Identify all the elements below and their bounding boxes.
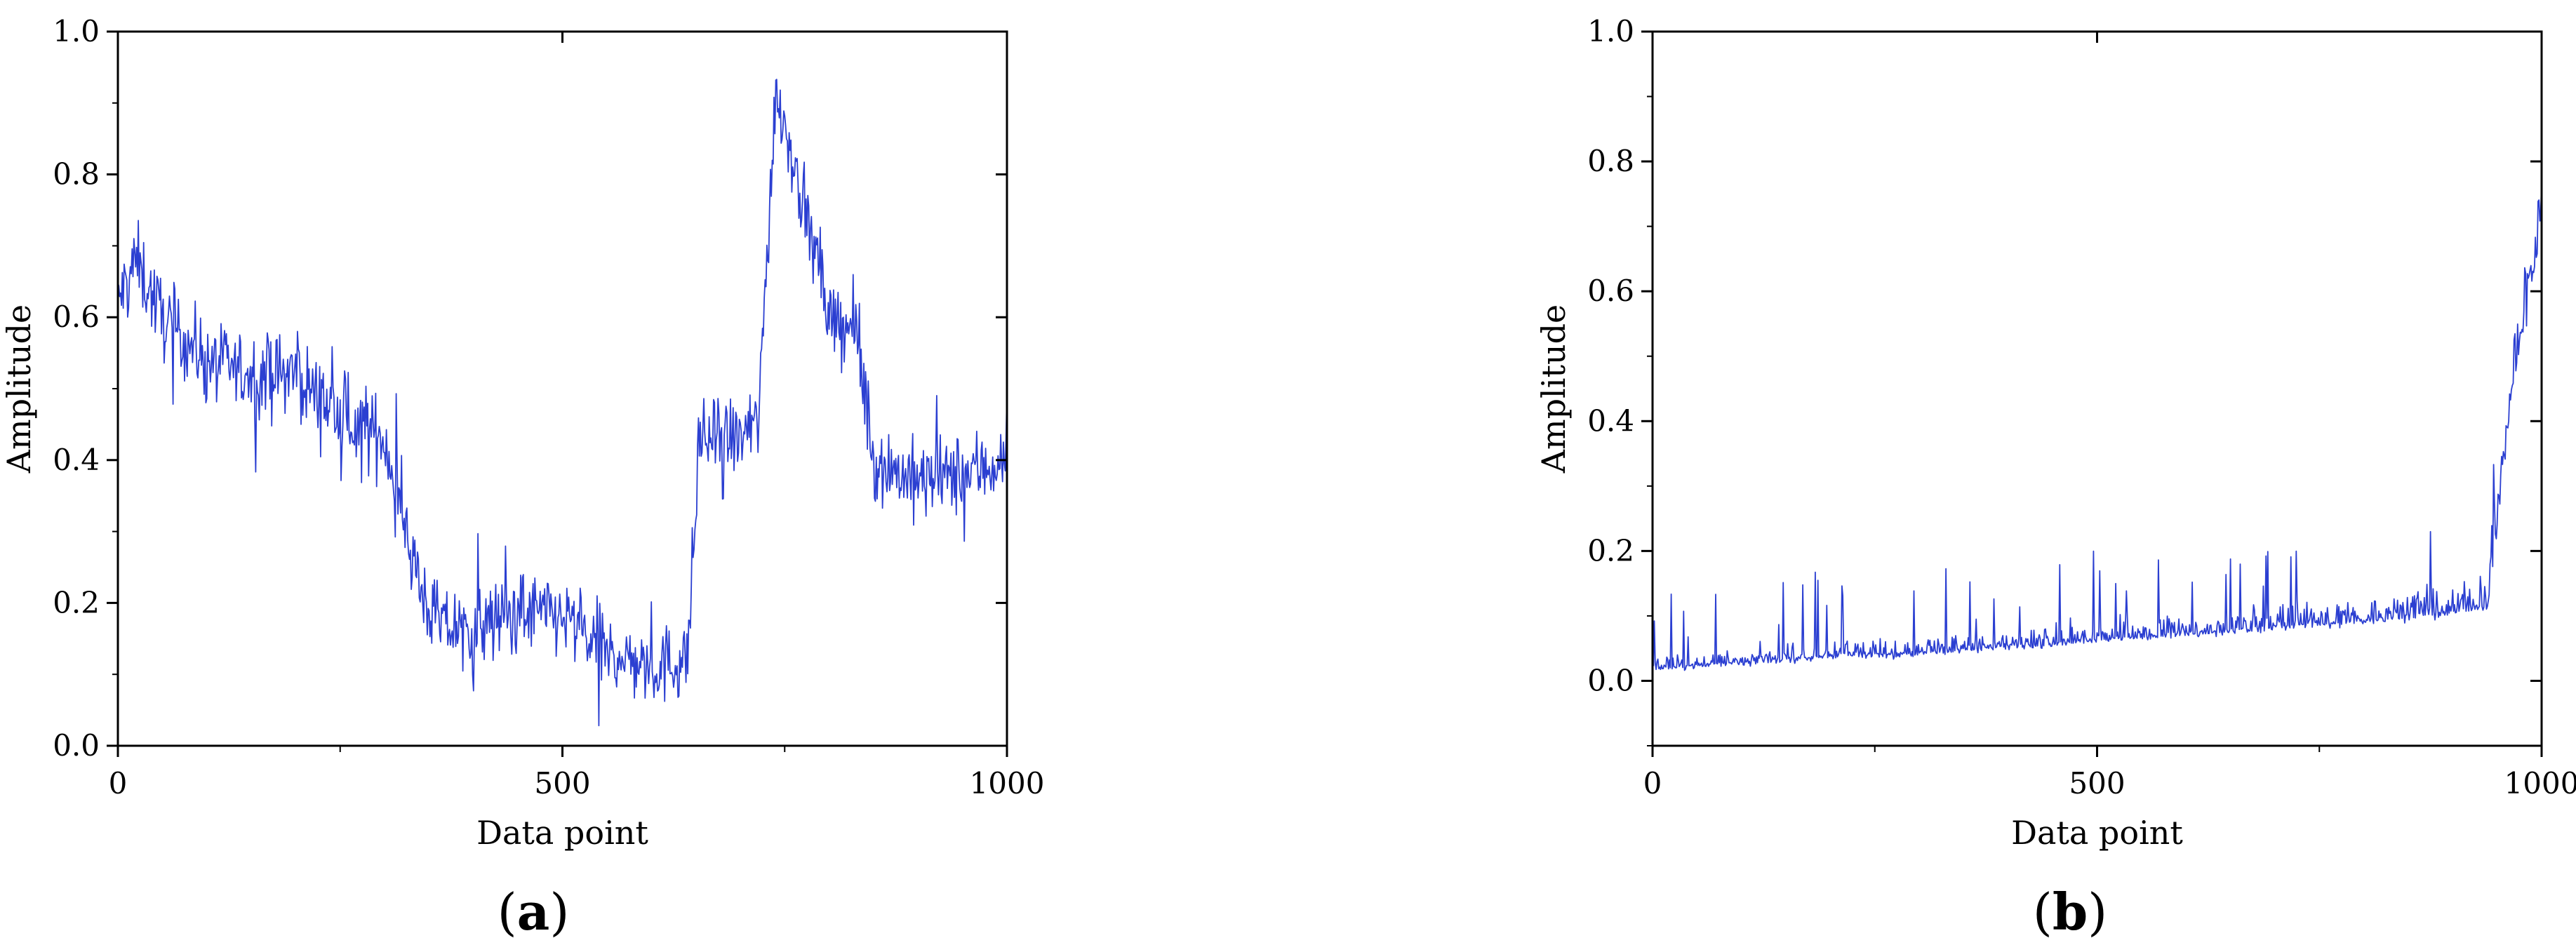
y-tick-label: 1.0 [1587, 14, 1634, 48]
y-axis-label: Amplitude [0, 304, 38, 474]
x-tick-label: 1000 [970, 766, 1045, 800]
y-tick-label: 1.0 [53, 14, 100, 48]
x-tick-label: 500 [2069, 766, 2125, 800]
y-tick-label: 0.8 [1587, 144, 1634, 178]
y-tick-label: 0.2 [1587, 533, 1634, 568]
y-axis-label: Amplitude [1535, 304, 1573, 474]
x-tick-label: 0 [109, 766, 128, 800]
y-tick-label: 0.2 [53, 585, 100, 619]
y-tick-label: 0.6 [53, 300, 100, 334]
x-axis-label: Data point [2011, 814, 2183, 852]
x-axis-label: Data point [476, 814, 648, 852]
x-tick-label: 1000 [2504, 766, 2576, 800]
y-tick-label: 0.4 [1587, 403, 1634, 438]
y-tick-label: 0.0 [1587, 663, 1634, 697]
panel-label-a: (a) [498, 882, 570, 941]
x-tick-label: 0 [1643, 766, 1662, 800]
y-tick-label: 0.0 [53, 728, 100, 763]
y-tick-label: 0.4 [53, 443, 100, 477]
signal-line-a [117, 79, 1008, 727]
y-tick-label: 0.8 [53, 157, 100, 192]
panel-label-b: (b) [2033, 882, 2108, 941]
y-tick-label: 0.6 [1587, 274, 1634, 308]
signal-line-b [1652, 183, 2542, 671]
x-tick-label: 500 [534, 766, 590, 800]
